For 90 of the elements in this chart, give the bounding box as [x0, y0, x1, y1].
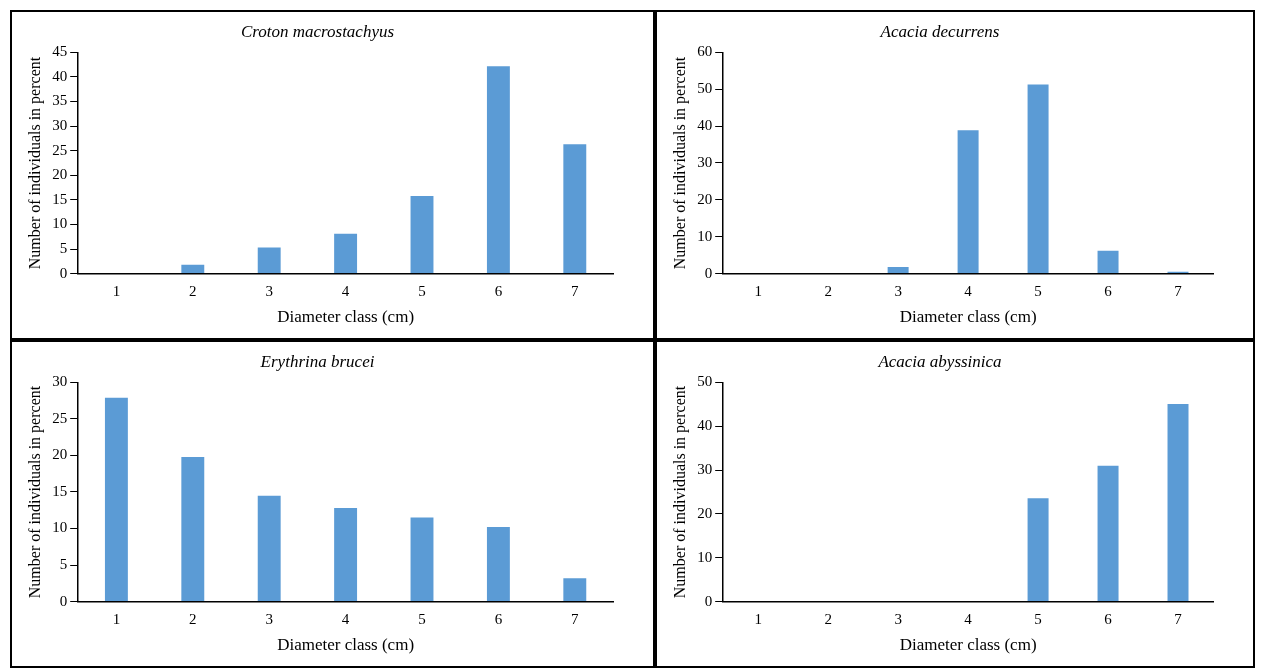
chart-title: Erythrina brucei	[259, 351, 375, 371]
x-tick-label: 3	[265, 282, 273, 299]
y-axis-title: Number of individuals in percent	[25, 56, 44, 270]
bar	[1097, 465, 1119, 602]
y-tick-label: 20	[52, 446, 68, 463]
bar	[1027, 84, 1049, 274]
x-tick-label: 5	[418, 282, 426, 299]
bar	[563, 144, 587, 274]
x-tick-label: 4	[341, 610, 350, 627]
y-tick-label: 25	[52, 409, 68, 426]
y-tick-label: 0	[59, 264, 68, 281]
y-tick-label: 30	[697, 153, 713, 170]
y-tick-label: 10	[52, 519, 68, 536]
y-axis-title: Number of individuals in percent	[670, 385, 689, 599]
x-tick-label: 4	[964, 610, 973, 627]
y-tick-label: 0	[704, 264, 713, 281]
bar	[257, 495, 281, 602]
x-tick-label: 7	[571, 610, 580, 627]
x-tick-label: 4	[341, 282, 350, 299]
x-tick-label: 2	[824, 282, 832, 299]
y-tick-label: 30	[52, 373, 68, 390]
x-tick-label: 3	[265, 610, 273, 627]
x-tick-label: 5	[1034, 282, 1042, 299]
bar	[957, 130, 979, 274]
y-tick-label: 30	[697, 461, 713, 478]
x-tick-label: 7	[1174, 610, 1183, 627]
x-tick-label: 1	[112, 282, 121, 299]
x-tick-label: 3	[894, 282, 902, 299]
x-tick-label: 3	[894, 610, 902, 627]
y-tick-label: 20	[697, 504, 713, 521]
y-tick-label: 15	[52, 190, 68, 207]
x-axis-title: Diameter class (cm)	[899, 307, 1037, 327]
y-tick-label: 60	[697, 43, 713, 60]
y-tick-label: 10	[697, 227, 713, 244]
x-tick-label: 5	[1034, 610, 1042, 627]
x-tick-label: 1	[112, 610, 121, 627]
x-tick-label: 6	[1104, 282, 1113, 299]
bar	[104, 397, 128, 602]
x-tick-label: 6	[494, 610, 503, 627]
bar	[1097, 250, 1119, 274]
y-tick-label: 50	[697, 80, 713, 97]
x-tick-label: 6	[1104, 610, 1113, 627]
y-tick-label: 35	[52, 92, 68, 109]
x-tick-label: 1	[754, 610, 762, 627]
x-tick-label: 2	[189, 282, 197, 299]
x-axis-title: Diameter class (cm)	[277, 635, 415, 655]
bar	[486, 66, 510, 274]
y-tick-label: 0	[59, 592, 68, 609]
y-tick-label: 0	[704, 592, 713, 609]
bar	[887, 266, 909, 274]
y-tick-label: 10	[52, 215, 68, 232]
y-tick-label: 50	[697, 373, 713, 390]
y-tick-label: 20	[52, 166, 68, 183]
y-tick-label: 10	[697, 548, 713, 565]
bar	[334, 508, 358, 602]
y-tick-label: 5	[59, 239, 68, 256]
y-tick-label: 15	[52, 482, 68, 499]
x-tick-label: 4	[964, 282, 973, 299]
bar	[257, 247, 281, 274]
chart-title: Croton macrostachyus	[240, 21, 395, 41]
y-tick-label: 40	[697, 117, 713, 134]
y-axis-title: Number of individuals in percent	[670, 56, 689, 270]
y-tick-label: 30	[52, 117, 68, 134]
bar	[1027, 498, 1049, 602]
x-tick-label: 7	[1174, 282, 1183, 299]
y-tick-label: 5	[59, 556, 68, 572]
x-tick-label: 1	[754, 282, 762, 299]
bar	[1167, 403, 1189, 602]
bar	[410, 195, 434, 274]
x-tick-label: 5	[418, 610, 426, 627]
bar	[181, 456, 205, 602]
x-axis-title: Diameter class (cm)	[899, 635, 1037, 655]
bar	[334, 233, 358, 274]
bar	[563, 578, 587, 602]
x-tick-label: 6	[494, 282, 503, 299]
y-tick-label: 45	[52, 43, 68, 60]
y-axis-title: Number of individuals in percent	[25, 385, 44, 599]
y-tick-label: 20	[697, 190, 713, 207]
x-tick-label: 7	[571, 282, 580, 299]
x-axis-title: Diameter class (cm)	[277, 307, 415, 327]
y-tick-label: 40	[697, 417, 713, 434]
y-tick-label: 40	[52, 67, 68, 84]
y-tick-label: 25	[52, 141, 68, 158]
x-tick-label: 2	[824, 610, 832, 627]
bar	[181, 264, 205, 274]
bar	[486, 527, 510, 602]
chart-title: Acacia abyssinica	[877, 351, 1002, 371]
bar	[410, 517, 434, 602]
x-tick-label: 2	[189, 610, 197, 627]
chart-title: Acacia decurrens	[879, 21, 1000, 41]
